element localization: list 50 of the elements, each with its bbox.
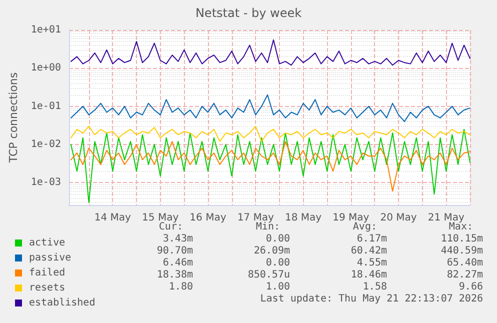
text: 6.46m bbox=[162, 258, 193, 268]
text: 1.00 bbox=[266, 282, 290, 292]
text: Cur: bbox=[158, 222, 183, 232]
text: 0.00 bbox=[266, 234, 290, 244]
line-series bbox=[70, 126, 470, 142]
line-series bbox=[70, 128, 470, 204]
text: 1.80 bbox=[168, 282, 193, 292]
legend-label: established bbox=[29, 298, 96, 308]
chart-title: Netstat - by week bbox=[195, 6, 302, 20]
text: 4.55m bbox=[356, 258, 387, 268]
text: 18.38m bbox=[156, 270, 193, 280]
y-tick-label: 1e+00 bbox=[30, 62, 61, 74]
text: 26.09m bbox=[254, 246, 290, 256]
y-tick-label: 1e-02 bbox=[30, 139, 61, 150]
line-series bbox=[70, 39, 470, 66]
text: 440.59m bbox=[440, 246, 483, 256]
x-tick-label: 18 May bbox=[284, 212, 322, 224]
text: 110.15m bbox=[440, 234, 483, 244]
text: Max: bbox=[448, 222, 473, 232]
text: Min: bbox=[256, 222, 280, 232]
y-tick-label: 1e+01 bbox=[30, 24, 61, 36]
x-tick-label: 16 May bbox=[190, 212, 226, 224]
x-tick-label: 19 May bbox=[332, 212, 370, 224]
line-series bbox=[70, 94, 470, 122]
text: 0.00 bbox=[266, 258, 290, 268]
text: 6.17m bbox=[356, 234, 387, 244]
x-tick-label: 20 May bbox=[380, 212, 417, 224]
y-axis-title: TCP connections bbox=[7, 72, 20, 164]
legend-label: passive bbox=[29, 252, 72, 264]
x-tick-label: 17 May bbox=[237, 212, 274, 224]
legend-label: resets bbox=[29, 282, 66, 294]
text: Last update: Thu May 21 22:13:07 2026 bbox=[260, 294, 483, 304]
x-tick-label: 21 May bbox=[428, 212, 465, 224]
legend-label: active bbox=[29, 238, 66, 248]
text: 1.58 bbox=[362, 282, 387, 292]
text: 850.57u bbox=[248, 270, 290, 280]
text: 60.42m bbox=[350, 246, 387, 256]
text: 82.27m bbox=[446, 270, 483, 280]
line-series bbox=[70, 140, 470, 192]
text: 3.43m bbox=[162, 234, 193, 244]
text: Avg: bbox=[352, 222, 377, 232]
legend-label: failed bbox=[29, 268, 66, 278]
x-tick-label: 14 May bbox=[94, 212, 132, 224]
y-tick-label: 1e-03 bbox=[30, 177, 61, 188]
text: 65.40m bbox=[446, 258, 483, 268]
text: 18.46m bbox=[350, 270, 387, 280]
text: 9.66 bbox=[458, 282, 483, 292]
x-tick-label: 15 May bbox=[142, 212, 179, 224]
y-tick-label: 1e-01 bbox=[30, 100, 61, 112]
text: 90.70m bbox=[156, 246, 193, 256]
